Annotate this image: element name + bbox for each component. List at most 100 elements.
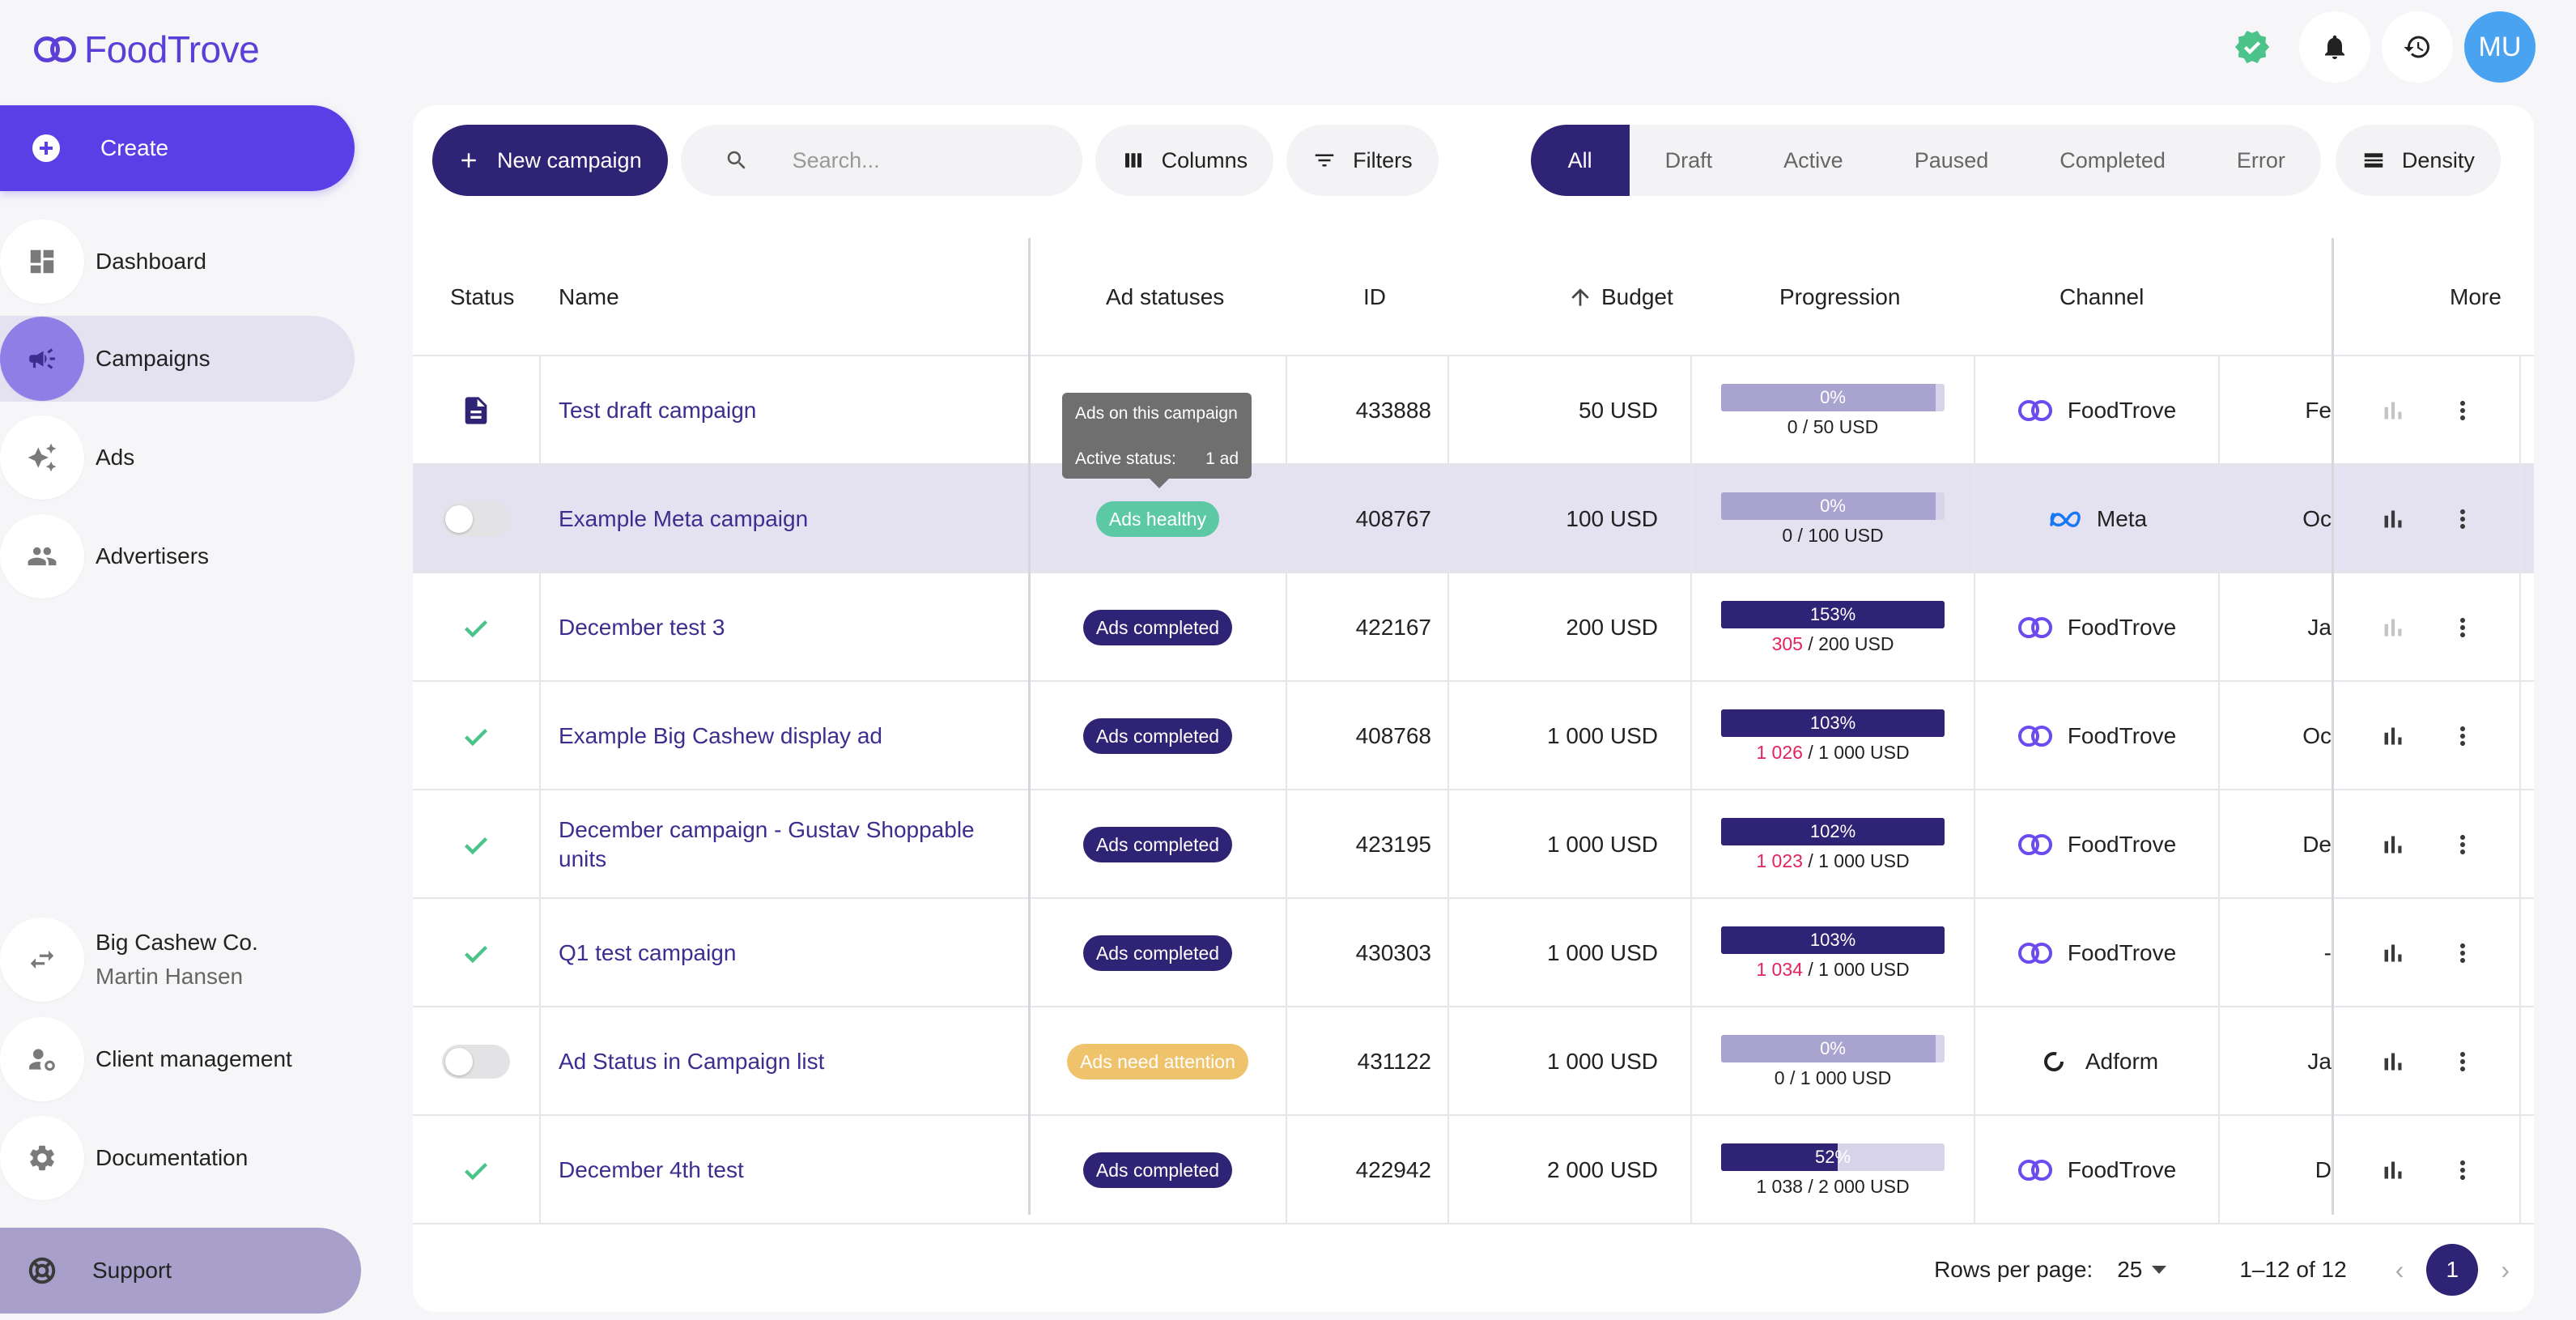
columns-button[interactable]: Columns [1095, 125, 1274, 196]
campaign-name-link[interactable]: December campaign - Gustav Shoppable uni… [559, 816, 975, 871]
budget-total: / 1 000 USD [1808, 958, 1910, 980]
progress-bar-fill [1721, 709, 1945, 737]
verified-badge-icon[interactable] [2217, 11, 2288, 83]
column-header-id[interactable]: ID [1363, 284, 1386, 309]
ad-status-chip[interactable]: Ads completed [1082, 1152, 1233, 1188]
statistics-button[interactable] [2378, 939, 2408, 968]
campaign-name-link[interactable]: December 4th test [559, 1156, 744, 1182]
ad-status-chip[interactable]: Ads completed [1082, 718, 1233, 754]
people-icon [0, 514, 84, 598]
bar-chart-icon[interactable] [2378, 505, 2408, 534]
bar-chart-icon[interactable] [2378, 722, 2408, 751]
density-button[interactable]: Density [2335, 125, 2501, 196]
history-button[interactable] [2382, 11, 2453, 83]
ad-status-chip[interactable]: Ads healthy [1095, 501, 1220, 537]
statistics-button[interactable] [2378, 830, 2408, 859]
ad-status-chip[interactable]: Ads completed [1082, 827, 1233, 862]
chevron-left-icon[interactable]: ‹ [2395, 1254, 2404, 1284]
table-row[interactable]: Ad Status in Campaign list Ads need atte… [413, 1007, 2534, 1116]
bar-chart-icon[interactable] [2378, 939, 2408, 968]
sidebar-item-dashboard[interactable]: Dashboard [0, 219, 355, 304]
row-menu-button[interactable] [2448, 505, 2477, 534]
bar-chart-icon[interactable] [2378, 830, 2408, 859]
sidebar-item-advertisers[interactable]: Advertisers [0, 513, 355, 599]
sidebar-item-campaigns[interactable]: Campaigns [0, 316, 355, 402]
column-header-name[interactable]: Name [559, 284, 619, 309]
table-row[interactable]: Q1 test campaign Ads completed 430303 1 … [413, 899, 2534, 1007]
new-campaign-button[interactable]: New campaign [432, 125, 668, 196]
progress-percent: 0% [1820, 1037, 1846, 1058]
chevron-right-icon[interactable]: › [2501, 1254, 2510, 1284]
tab-error[interactable]: Error [2236, 147, 2285, 172]
column-header-channel[interactable]: Channel [2060, 284, 2145, 309]
sidebar-item-documentation[interactable]: Documentation [0, 1115, 355, 1201]
support-button[interactable]: Support [0, 1228, 361, 1314]
table-row[interactable]: Test draft campaign 433888 50 USD 0% 0 /… [413, 356, 2534, 465]
id-cell: 422167 [1355, 615, 1431, 640]
table-row[interactable]: Example Meta campaign Ads healthy 408767… [413, 465, 2534, 573]
bar-chart-icon[interactable] [2378, 1047, 2408, 1076]
more-vertical-icon[interactable] [2448, 505, 2477, 534]
statistics-button[interactable] [2378, 1156, 2408, 1185]
statistics-button[interactable] [2378, 1047, 2408, 1076]
notifications-button[interactable] [2299, 11, 2370, 83]
bar-chart-icon[interactable] [2378, 1156, 2408, 1185]
campaign-name-link[interactable]: Example Big Cashew display ad [559, 722, 882, 748]
campaign-name-link[interactable]: Ad Status in Campaign list [559, 1048, 825, 1074]
status-toggle[interactable] [442, 502, 510, 536]
id-cell: 431122 [1357, 1049, 1431, 1074]
table-row[interactable]: December 4th test Ads completed 422942 2… [413, 1116, 2534, 1224]
user-avatar[interactable]: MU [2464, 11, 2536, 83]
tab-paused[interactable]: Paused [1914, 147, 1989, 172]
ad-status-chip[interactable]: Ads completed [1082, 610, 1233, 645]
column-header-progression[interactable]: Progression [1779, 284, 1901, 309]
sidebar-item-ads[interactable]: Ads [0, 415, 355, 500]
budget-total: / 1 000 USD [1808, 741, 1910, 763]
tab-draft[interactable]: Draft [1664, 147, 1713, 172]
more-vertical-icon[interactable] [2448, 830, 2477, 859]
more-vertical-icon[interactable] [2448, 939, 2477, 968]
table-row[interactable]: December test 3 Ads completed 422167 200… [413, 573, 2534, 682]
tab-all[interactable]: All [1530, 125, 1630, 196]
status-toggle[interactable] [442, 1045, 510, 1079]
campaign-name-link[interactable]: December test 3 [559, 614, 725, 640]
column-header-ad-statuses[interactable]: Ad statuses [1106, 284, 1225, 309]
row-menu-button[interactable] [2448, 396, 2477, 425]
row-menu-button[interactable] [2448, 613, 2477, 642]
sidebar-item-label: Dashboard [96, 249, 206, 274]
tab-active[interactable]: Active [1783, 147, 1843, 172]
column-divider [539, 1007, 541, 1116]
campaign-name-link[interactable]: Test draft campaign [559, 397, 757, 423]
column-divider [1286, 465, 1287, 573]
column-header-status[interactable]: Status [450, 284, 515, 309]
rows-per-page-select[interactable]: 25 [2117, 1257, 2167, 1283]
statistics-button[interactable] [2378, 722, 2408, 751]
row-menu-button[interactable] [2448, 830, 2477, 859]
row-menu-button[interactable] [2448, 722, 2477, 751]
more-vertical-icon[interactable] [2448, 1156, 2477, 1185]
row-menu-button[interactable] [2448, 1156, 2477, 1185]
column-header-budget[interactable]: Budget [1567, 238, 1673, 356]
progress-amount: 1 026 / 1 000 USD [1756, 742, 1909, 764]
sidebar-item-client-management[interactable]: Client management [0, 1016, 355, 1102]
campaign-name-link[interactable]: Example Meta campaign [559, 505, 809, 531]
search-input[interactable]: Search... [680, 125, 1082, 196]
statistics-button[interactable] [2378, 505, 2408, 534]
campaign-name-link[interactable]: Q1 test campaign [559, 939, 737, 965]
tab-completed[interactable]: Completed [2060, 147, 2166, 172]
row-menu-button[interactable] [2448, 1047, 2477, 1076]
more-vertical-icon[interactable] [2448, 396, 2477, 425]
more-vertical-icon[interactable] [2448, 1047, 2477, 1076]
ad-status-chip[interactable]: Ads completed [1082, 935, 1233, 971]
row-menu-button[interactable] [2448, 939, 2477, 968]
table-row[interactable]: Example Big Cashew display ad Ads comple… [413, 682, 2534, 790]
switch-account[interactable]: Big Cashew Co. Martin Hansen [0, 917, 355, 1003]
filters-button[interactable]: Filters [1286, 125, 1439, 196]
more-vertical-icon[interactable] [2448, 613, 2477, 642]
page-button-current[interactable]: 1 [2426, 1244, 2479, 1296]
create-button[interactable]: Create [0, 105, 355, 191]
ad-status-chip[interactable]: Ads need attention [1067, 1044, 1248, 1079]
table-row[interactable]: December campaign - Gustav Shoppable uni… [413, 790, 2534, 899]
app-logo[interactable]: FoodTrove [34, 28, 260, 71]
more-vertical-icon[interactable] [2448, 722, 2477, 751]
